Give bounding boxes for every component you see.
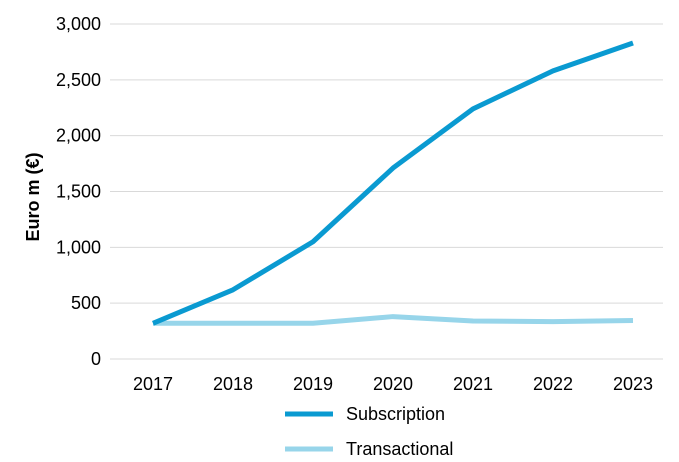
x-tick-label: 2023: [613, 374, 653, 394]
x-tick-label: 2018: [213, 374, 253, 394]
y-tick-label: 2,000: [56, 126, 101, 146]
x-tick-label: 2017: [133, 374, 173, 394]
x-tick-label: 2021: [453, 374, 493, 394]
y-tick-label: 500: [71, 293, 101, 313]
x-tick-label: 2020: [373, 374, 413, 394]
series-line-subscription: [152, 40, 634, 326]
x-tick-label: 2019: [293, 374, 333, 394]
y-tick-label: 1,000: [56, 237, 101, 257]
series-line-transactional: [153, 314, 634, 326]
y-tick-label: 2,500: [56, 70, 101, 90]
series-lines: [152, 40, 634, 326]
legend-label-subscription: Subscription: [346, 404, 445, 424]
x-tick-labels: 2017 2018 2019 2020 2021 2022 2023: [133, 374, 653, 394]
y-tick-label: 3,000: [56, 14, 101, 34]
y-tick-label: 0: [91, 349, 101, 369]
y-tick-labels: 0 500 1,000 1,500 2,000 2,500 3,000: [56, 14, 101, 369]
legend-label-transactional: Transactional: [346, 439, 453, 457]
legend: Subscription Transactional: [285, 404, 453, 459]
y-tick-label: 1,500: [56, 182, 101, 202]
x-tick-label: 2022: [533, 374, 573, 394]
y-axis-title: Euro m (€): [23, 152, 43, 241]
